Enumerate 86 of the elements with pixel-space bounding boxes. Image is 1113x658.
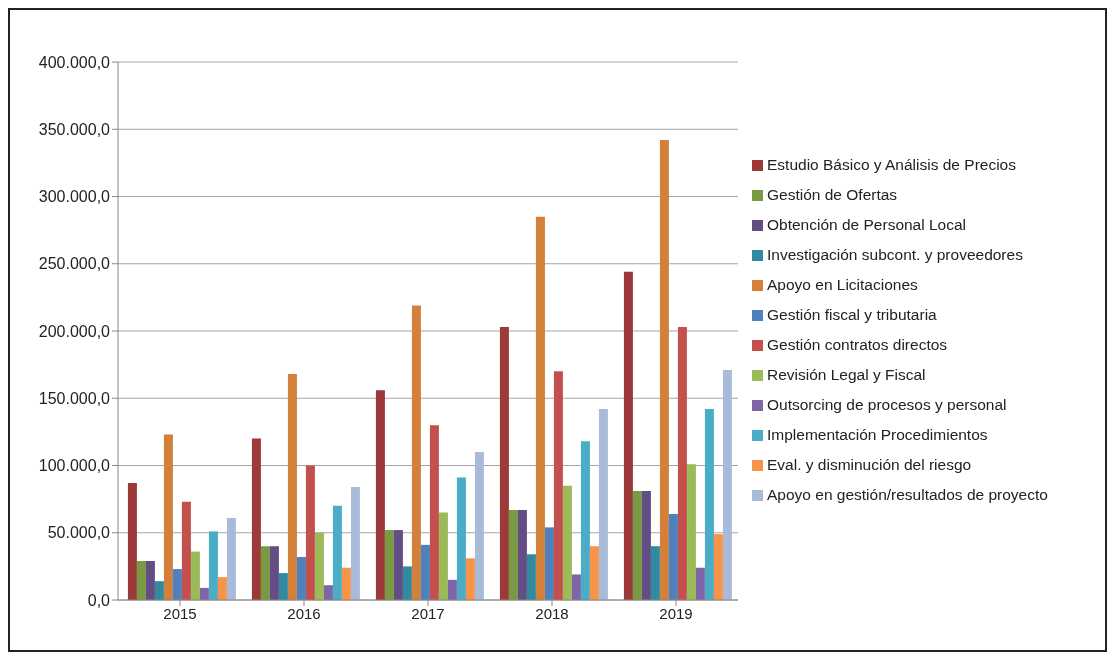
y-tick-label: 400.000,0: [38, 53, 111, 71]
y-tick-label: 150.000,0: [38, 389, 111, 407]
bar: [181, 501, 191, 600]
bar: [598, 409, 608, 600]
bar: [190, 551, 200, 600]
bar: [296, 556, 306, 600]
bar: [713, 534, 723, 600]
bar: [208, 531, 218, 600]
bar: [199, 587, 209, 600]
x-tick-label: 2019: [659, 604, 693, 622]
bar: [393, 530, 403, 600]
bar: [571, 574, 581, 600]
bar: [384, 530, 394, 600]
bar: [127, 482, 137, 600]
bar: [332, 505, 342, 600]
bar: [668, 513, 678, 600]
legend-label: Obtención de Personal Local: [767, 216, 967, 233]
bar: [154, 581, 164, 600]
bar: [420, 544, 430, 600]
bar: [474, 452, 484, 600]
y-tick-label: 50.000,0: [47, 524, 111, 542]
bar: [465, 558, 475, 600]
bar: [172, 569, 182, 600]
bar: [226, 517, 236, 600]
bar: [136, 561, 146, 600]
bar: [314, 532, 324, 600]
bar: [411, 305, 421, 600]
bar: [145, 561, 155, 600]
bar: [375, 390, 385, 600]
bar: [508, 509, 518, 600]
bar: [341, 567, 351, 600]
bar: [535, 216, 545, 600]
bar: [562, 485, 572, 600]
legend-label: Eval. y disminución del riesgo: [767, 456, 972, 473]
bar: [305, 465, 315, 600]
bar: [260, 546, 270, 600]
legend-label: Outsorcing de procesos y personal: [767, 396, 1007, 413]
legend-label: Implementación Procedimientos: [767, 426, 988, 443]
legend-label: Revisión Legal y Fiscal: [767, 366, 926, 383]
x-tick-label: 2016: [287, 604, 321, 622]
bar: [269, 546, 279, 600]
bar: [217, 577, 227, 600]
bar: [650, 546, 660, 600]
x-tick-label: 2015: [163, 604, 197, 622]
legend-label: Gestión de Ofertas: [767, 186, 898, 203]
bar: [323, 585, 333, 600]
bar: [641, 491, 651, 600]
bar: [695, 567, 705, 600]
legend-label: Apoyo en Licitaciones: [767, 276, 918, 293]
bar: [589, 546, 599, 600]
y-tick-label: 350.000,0: [38, 120, 111, 138]
bar: [544, 527, 554, 600]
y-tick-label: 250.000,0: [38, 255, 111, 273]
bar: [623, 271, 633, 600]
y-tick-label: 300.000,0: [38, 188, 111, 206]
bar: [632, 491, 642, 600]
bar: [350, 487, 360, 600]
bar: [659, 140, 669, 600]
bar: [517, 509, 527, 600]
y-tick-label: 0,0: [87, 591, 111, 609]
bar: [499, 326, 509, 600]
bar: [722, 370, 732, 600]
bar: [438, 512, 448, 600]
bar: [402, 566, 412, 600]
x-tick-label: 2017: [411, 604, 445, 622]
legend-label: Investigación subcont. y proveedores: [767, 246, 1023, 263]
bar: [287, 374, 297, 600]
y-tick-label: 100.000,0: [38, 457, 111, 475]
bar: [526, 554, 536, 600]
legend-label: Gestión contratos directos: [767, 336, 948, 353]
y-tick-label: 200.000,0: [38, 322, 111, 340]
legend-label: Estudio Básico y Análisis de Precios: [767, 156, 1016, 173]
bar: [447, 579, 457, 600]
bar: [686, 464, 696, 600]
bar: [677, 326, 687, 600]
bar: [456, 477, 466, 600]
bar: [580, 441, 590, 600]
legend-label: Gestión fiscal y tributaria: [767, 306, 937, 323]
bar: [163, 434, 173, 600]
bar: [251, 438, 261, 600]
bar: [278, 573, 288, 600]
x-tick-label: 2018: [535, 604, 569, 622]
legend-label: Apoyo en gestión/resultados de proyecto: [767, 486, 1048, 503]
bar: [553, 371, 563, 600]
bar: [704, 409, 714, 600]
bar: [429, 425, 439, 600]
